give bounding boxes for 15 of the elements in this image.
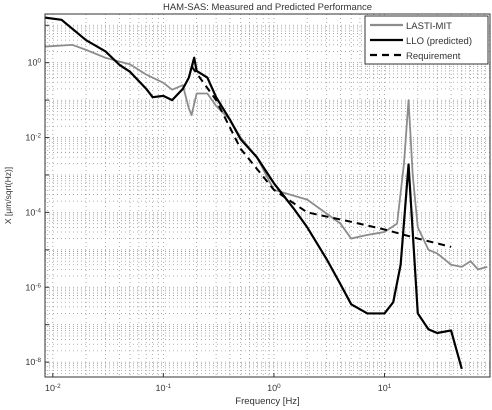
legend-label: LASTI-MIT	[406, 21, 452, 32]
y-tick-label: 10$^{-6}$	[25, 282, 42, 292]
x-tick-label: 10$^{1}$	[378, 382, 392, 393]
y-tick-label: 10$^{-8}$	[25, 356, 42, 368]
y-axis-title: X [μm/sqrt(Hz)]	[3, 166, 13, 224]
x-tick-label: 10$^{-2}$	[44, 382, 62, 393]
chart-title: HAM-SAS: Measured and Predicted Performance	[162, 2, 372, 13]
legend-label: Requirement	[406, 51, 461, 62]
y-tick-label: 10$^{-2}$	[25, 132, 42, 143]
y-tick-label: 10$^{0}$	[27, 57, 42, 68]
x-tick-label: 10$^{-1}$	[156, 382, 172, 393]
x-axis-title: Frequency [Hz]	[235, 396, 300, 407]
x-tick-label: 10$^{0}$	[267, 382, 282, 393]
y-tick-label: 10$^{-4}$	[25, 206, 42, 218]
legend-label: LLO (predicted)	[406, 36, 472, 47]
